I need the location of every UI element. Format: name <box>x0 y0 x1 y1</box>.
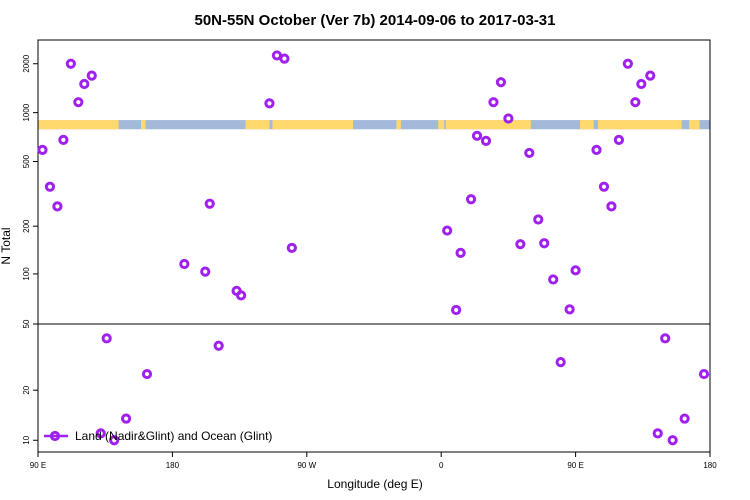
data-point <box>591 144 602 155</box>
land-segment <box>445 120 531 130</box>
data-point <box>503 113 514 124</box>
data-point <box>630 97 641 108</box>
y-axis: 200 500 1000 2000 10 20 50 100 <box>22 54 38 445</box>
data-point <box>58 134 69 145</box>
data-point <box>279 53 290 64</box>
data-point <box>598 181 610 192</box>
data-point <box>480 135 492 146</box>
chart-title: 50N-55N October (Ver 7b) 2014-09-06 to 2… <box>194 12 555 29</box>
data-point <box>451 304 462 316</box>
x-tick-label: 180 <box>703 461 717 470</box>
data-point <box>667 435 678 446</box>
data-point <box>660 333 671 344</box>
data-point <box>73 97 84 108</box>
x-axis-title: Longitude (deg E) <box>327 477 422 491</box>
plot-frame <box>37 39 711 453</box>
data-point <box>86 70 97 81</box>
land-segment <box>141 120 146 130</box>
data-point <box>109 435 120 446</box>
data-point <box>37 144 48 155</box>
data-point <box>698 368 710 380</box>
data-points <box>37 50 710 446</box>
x-tick-label: 90 E <box>567 461 583 470</box>
data-point <box>471 130 483 141</box>
data-point <box>488 97 499 108</box>
data-point <box>645 70 656 81</box>
land-segment <box>580 120 594 130</box>
data-point <box>235 290 247 301</box>
data-point <box>539 238 550 249</box>
ocean-band <box>38 120 710 130</box>
data-point <box>679 413 690 424</box>
data-point <box>79 78 90 90</box>
land-segment <box>245 120 270 130</box>
data-point <box>65 58 76 69</box>
y-tick-label: 50 <box>22 319 31 328</box>
x-tick-label: 0 <box>439 461 444 470</box>
data-point <box>101 333 112 344</box>
land-segment <box>598 120 682 130</box>
x-tick-label: 180 <box>166 461 180 470</box>
data-point <box>455 247 466 258</box>
y-tick-label: 500 <box>22 154 31 168</box>
y-tick-label: 100 <box>22 267 31 281</box>
legend-marker-swatch <box>49 430 61 442</box>
data-point <box>44 181 56 192</box>
data-point <box>52 201 63 212</box>
data-point <box>555 357 566 368</box>
legend: Land (Nadir&Glint) and Ocean (Glint) <box>44 429 272 443</box>
data-point <box>442 225 453 236</box>
data-point <box>564 304 575 315</box>
data-point <box>179 258 190 270</box>
x-tick-label: 90 W <box>297 461 316 470</box>
land-segment <box>438 120 445 130</box>
data-point <box>213 340 224 351</box>
legend-label: Land (Nadir&Glint) and Ocean (Glint) <box>75 429 272 443</box>
data-point <box>652 428 663 439</box>
y-axis-title: N Total <box>0 227 13 264</box>
data-point <box>286 242 297 254</box>
y-tick-label: 20 <box>22 385 31 394</box>
data-point <box>264 98 275 109</box>
data-point <box>121 413 132 424</box>
data-point <box>200 266 211 277</box>
data-point <box>533 214 544 225</box>
data-point <box>622 58 633 69</box>
land-segment <box>396 120 401 130</box>
data-point <box>495 77 507 88</box>
data-point <box>95 428 106 439</box>
x-tick-label: 90 E <box>30 461 46 470</box>
land-segment <box>272 120 354 130</box>
landmask-band <box>38 120 710 130</box>
land-segment <box>38 120 119 130</box>
data-point <box>636 78 647 90</box>
data-point <box>570 265 581 276</box>
y-tick-label: 10 <box>22 435 31 444</box>
y-tick-label: 1000 <box>22 103 31 121</box>
y-tick-label: 200 <box>22 219 31 233</box>
data-point <box>524 147 535 159</box>
data-point <box>606 201 617 212</box>
data-point <box>465 194 477 205</box>
x-axis: 90 E 180 90 W 0 90 E 180 <box>30 452 717 470</box>
y-tick-label: 2000 <box>22 54 31 72</box>
data-point <box>548 274 559 285</box>
data-point <box>204 198 215 209</box>
data-point <box>141 368 153 380</box>
land-segment <box>689 120 700 130</box>
data-point <box>515 239 526 250</box>
data-point <box>613 134 625 145</box>
